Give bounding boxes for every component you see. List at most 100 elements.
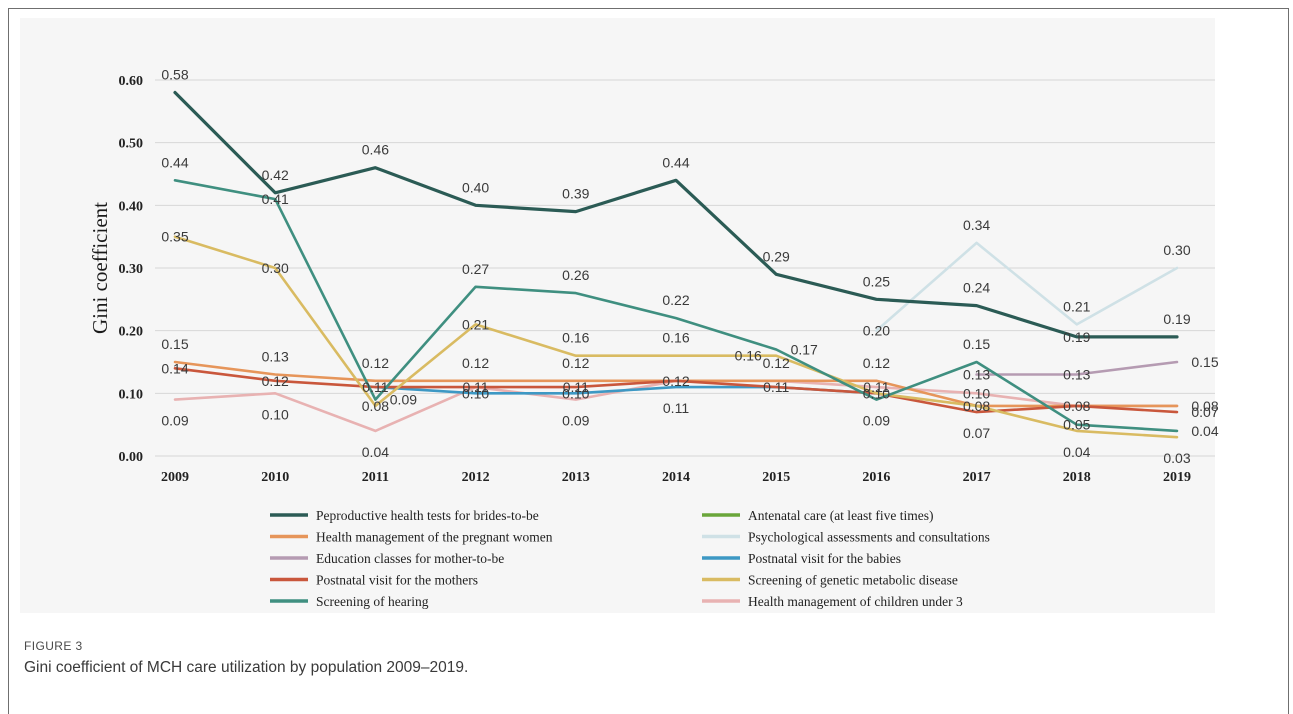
data-label: 0.20 [863, 323, 890, 339]
series-line [975, 360, 1179, 376]
y-tick-label: 0.40 [119, 199, 144, 214]
data-label: 0.04 [1063, 444, 1090, 460]
data-label: 0.19 [1063, 329, 1090, 345]
data-label: 0.12 [462, 355, 489, 371]
data-label: 0.12 [362, 355, 389, 371]
chart-area: 0.00 0.10 0.20 0.30 0.40 0.50 0.60 2009 2010 2011… [88, 66, 1219, 609]
data-label: 0.13 [1063, 367, 1090, 383]
y-tick-label: 0.20 [119, 325, 144, 340]
series-line [173, 179, 1179, 433]
data-label: 0.07 [963, 425, 990, 441]
series-line [173, 367, 1179, 414]
data-label: 0.13 [262, 349, 289, 365]
legend-label: Postnatal visit for the babies [748, 551, 901, 566]
x-tick-label: 2014 [662, 470, 690, 485]
data-label: 0.21 [1063, 298, 1090, 314]
x-tick-label: 2012 [462, 470, 490, 485]
series-line [875, 241, 1179, 332]
legend: Peproductive health tests for brides-to-… [270, 508, 990, 609]
data-label: 0.05 [1063, 417, 1090, 433]
data-label: 0.15 [963, 336, 990, 352]
data-label: 0.12 [763, 355, 790, 371]
y-tick-label: 0.50 [119, 137, 144, 152]
x-tick-label: 2015 [762, 470, 790, 485]
data-label: 0.11 [663, 400, 689, 416]
data-label: 0.09 [562, 413, 589, 429]
legend-label: Peproductive health tests for brides-to-… [316, 508, 539, 523]
data-label: 0.30 [1163, 242, 1190, 258]
x-tick-label: 2010 [261, 470, 289, 485]
data-label: 0.39 [562, 186, 589, 202]
data-label: 0.12 [863, 355, 890, 371]
legend-label: Psychological assessments and consultati… [748, 530, 990, 545]
legend-label: Health management of children under 3 [748, 594, 963, 609]
data-label: 0.40 [462, 179, 489, 195]
data-label: 0.58 [161, 67, 188, 83]
figure-label: FIGURE 3 [24, 639, 83, 653]
series-line [173, 90, 1179, 339]
data-label: 0.12 [562, 355, 589, 371]
data-label: 0.44 [161, 154, 188, 170]
data-label: 0.13 [963, 367, 990, 383]
axes: 0.00 0.10 0.20 0.30 0.40 0.50 0.60 2009 2010 2011… [119, 74, 1192, 485]
data-label: 0.09 [390, 392, 417, 408]
legend-label: Postnatal visit for the mothers [316, 573, 478, 588]
x-tick-label: 2018 [1063, 470, 1091, 485]
data-label: 0.41 [262, 191, 289, 207]
figure-caption: Gini coefficient of MCH care utilization… [24, 659, 469, 676]
x-tick-label: 2009 [161, 470, 189, 485]
data-label: 0.09 [863, 413, 890, 429]
x-tick-label: 2016 [862, 470, 890, 485]
data-label: 0.14 [161, 360, 188, 376]
data-label: 0.10 [462, 385, 489, 401]
data-label: 0.29 [763, 248, 790, 264]
grid-lines [155, 79, 1215, 457]
data-label: 0.11 [462, 379, 488, 395]
data-label: 0.24 [963, 280, 990, 296]
series-line [173, 235, 1179, 439]
x-tick-label: 2013 [562, 470, 590, 485]
data-label: 0.26 [562, 267, 589, 283]
data-label: 0.08 [1063, 398, 1090, 414]
data-label: 0.44 [662, 154, 689, 170]
series-lines [173, 90, 1179, 439]
data-label: 0.11 [863, 379, 889, 395]
x-tick-label: 2011 [362, 470, 389, 485]
y-tick-label: 0.60 [119, 74, 144, 89]
data-label: 0.27 [462, 261, 489, 277]
data-label: 0.11 [563, 379, 589, 395]
legend-label: Health management of the pregnant women [316, 530, 553, 545]
data-label: 0.35 [161, 229, 188, 245]
data-label: 0.10 [963, 385, 990, 401]
data-label: 0.42 [262, 167, 289, 183]
data-label: 0.10 [262, 406, 289, 422]
figure-frame [8, 8, 1289, 714]
y-axis-label: Gini coefficient [88, 202, 112, 334]
data-label: 0.10 [863, 385, 890, 401]
data-label: 0.11 [362, 379, 388, 395]
data-label: 0.12 [262, 373, 289, 389]
data-label: 0.25 [863, 273, 890, 289]
x-tick-label: 2017 [963, 470, 991, 485]
legend-label: Antenatal care (at least five times) [748, 508, 934, 523]
data-label: 0.09 [161, 413, 188, 429]
data-label: 0.15 [1191, 354, 1218, 370]
legend-label: Screening of hearing [316, 594, 429, 609]
data-label: 0.07 [1191, 404, 1218, 420]
data-label: 0.30 [262, 260, 289, 276]
legend-label: Education classes for mother-to-be [316, 551, 504, 566]
x-tick-label: 2019 [1163, 470, 1191, 485]
data-labels: 0.58 0.42 0.46 0.40 0.39 0.44 0.29 0.25 0.24 0.19… [161, 67, 1218, 467]
data-label: 0.04 [1191, 423, 1218, 439]
data-label: 0.16 [662, 330, 689, 346]
data-label: 0.21 [462, 316, 489, 332]
data-label: 0.22 [662, 292, 689, 308]
y-tick-label: 0.10 [119, 387, 144, 402]
legend-label: Screening of genetic metabolic disease [748, 573, 958, 588]
data-label: 0.34 [963, 217, 990, 233]
data-label: 0.15 [161, 336, 188, 352]
data-label: 0.08 [1191, 398, 1218, 414]
data-label: 0.19 [1163, 311, 1190, 327]
data-label: 0.04 [362, 444, 389, 460]
y-tick-label: 0.00 [119, 450, 144, 465]
